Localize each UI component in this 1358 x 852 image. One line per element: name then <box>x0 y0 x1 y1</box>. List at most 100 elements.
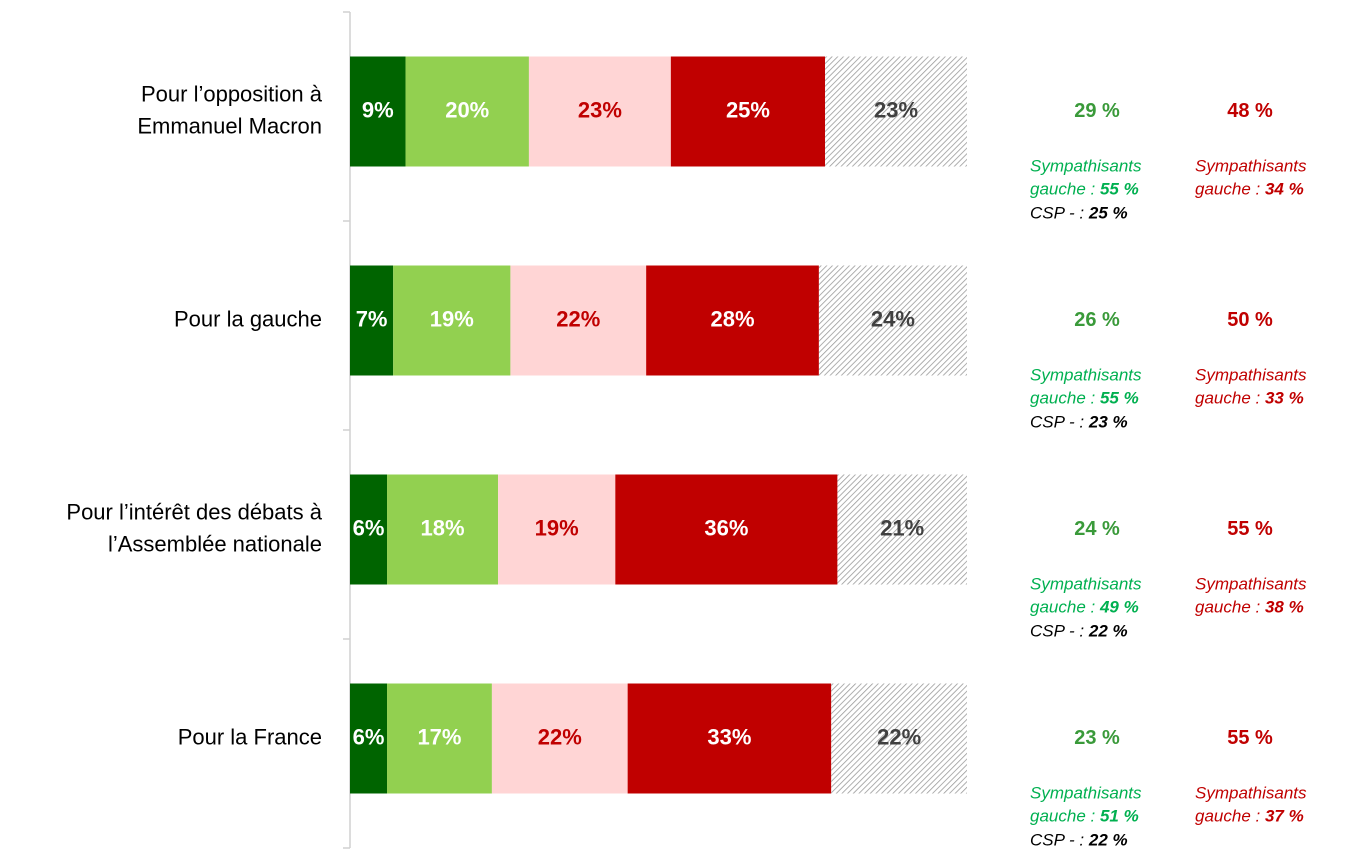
detail-label: gauche : <box>1195 807 1265 826</box>
bar-segment <box>405 56 529 167</box>
bar-segment <box>393 265 511 376</box>
detail-text: gauche : 37 % <box>1195 807 1304 826</box>
bar-segment <box>498 474 616 585</box>
value-label: 19% <box>535 515 579 540</box>
category-label: Pour l’intérêt des débats à <box>66 499 322 524</box>
positive-total: 29 % <box>1074 100 1120 122</box>
detail-value: 51 % <box>1100 807 1139 826</box>
csp-label: CSP - : <box>1030 622 1089 641</box>
detail-value: 37 % <box>1265 807 1304 826</box>
value-label: 36% <box>704 515 748 540</box>
detail-label: Sympathisants <box>1030 366 1142 385</box>
csp-label: CSP - : <box>1030 831 1089 850</box>
bar-segment <box>615 474 838 585</box>
detail-label: gauche : <box>1030 598 1100 617</box>
bar-segment <box>491 683 628 794</box>
value-label: 33% <box>707 724 751 749</box>
negative-total: 55 % <box>1227 518 1273 540</box>
bar-segment <box>387 683 492 794</box>
bar-segment <box>350 683 388 794</box>
bar-segment <box>646 265 819 376</box>
detail-text: gauche : 55 % <box>1030 180 1139 199</box>
detail-text: Sympathisants <box>1195 157 1307 176</box>
detail-text: Sympathisants <box>1195 575 1307 594</box>
category-label: Emmanuel Macron <box>137 113 322 138</box>
detail-value: 49 % <box>1099 598 1139 617</box>
detail-text: gauche : 33 % <box>1195 389 1304 408</box>
detail-text: Sympathisants <box>1195 784 1307 803</box>
csp-value: 23 % <box>1088 413 1128 432</box>
csp-label: CSP - : <box>1030 204 1089 223</box>
positive-total: 23 % <box>1074 727 1120 749</box>
csp-text: CSP - : 22 % <box>1030 622 1128 641</box>
csp-value: 22 % <box>1088 831 1128 850</box>
negative-total: 48 % <box>1227 100 1273 122</box>
value-label: 23% <box>874 97 918 122</box>
bar-segment <box>510 265 647 376</box>
value-label: 22% <box>556 306 600 331</box>
detail-value: 55 % <box>1100 389 1139 408</box>
detail-label: gauche : <box>1030 180 1100 199</box>
value-label: 6% <box>353 515 385 540</box>
value-label: 22% <box>538 724 582 749</box>
category-label: l’Assemblée nationale <box>108 531 322 556</box>
csp-value: 22 % <box>1088 622 1128 641</box>
detail-text: Sympathisants <box>1195 366 1307 385</box>
bar-segment <box>350 265 394 376</box>
detail-text: gauche : 51 % <box>1030 807 1139 826</box>
value-label: 23% <box>578 97 622 122</box>
detail-label: Sympathisants <box>1030 157 1142 176</box>
bar-segment <box>818 265 967 376</box>
category-label: Pour l’opposition à <box>141 81 323 106</box>
detail-text: Sympathisants <box>1030 784 1142 803</box>
positive-total: 24 % <box>1074 518 1120 540</box>
detail-text: gauche : 49 % <box>1030 598 1139 617</box>
detail-label: gauche : <box>1030 389 1100 408</box>
bar-segment <box>627 683 832 794</box>
bar-segment <box>831 683 967 794</box>
detail-label: Sympathisants <box>1030 784 1142 803</box>
detail-value: 55 % <box>1100 180 1139 199</box>
detail-label: gauche : <box>1195 598 1265 617</box>
positive-total: 26 % <box>1074 309 1120 331</box>
value-label: 9% <box>362 97 394 122</box>
csp-label: CSP - : <box>1030 413 1089 432</box>
negative-total: 55 % <box>1227 727 1273 749</box>
detail-label: Sympathisants <box>1195 157 1307 176</box>
bar-segment <box>837 474 967 585</box>
category-label: Pour la France <box>178 724 322 749</box>
value-label: 6% <box>353 724 385 749</box>
detail-text: Sympathisants <box>1030 575 1142 594</box>
value-label: 24% <box>871 306 915 331</box>
value-label: 19% <box>430 306 474 331</box>
detail-label: gauche : <box>1195 389 1265 408</box>
value-label: 25% <box>726 97 770 122</box>
value-label: 18% <box>421 515 465 540</box>
detail-text: Sympathisants <box>1030 366 1142 385</box>
value-label: 17% <box>417 724 461 749</box>
bar-segment <box>528 56 671 167</box>
detail-label: Sympathisants <box>1195 575 1307 594</box>
detail-value: 34 % <box>1265 180 1304 199</box>
value-label: 20% <box>445 97 489 122</box>
detail-label: Sympathisants <box>1195 784 1307 803</box>
csp-text: CSP - : 22 % <box>1030 831 1128 850</box>
detail-label: gauche : <box>1195 180 1265 199</box>
detail-text: gauche : 55 % <box>1030 389 1139 408</box>
detail-value: 33 % <box>1265 389 1304 408</box>
bar-segment <box>350 474 388 585</box>
bar-segment <box>350 56 406 167</box>
detail-label: Sympathisants <box>1030 575 1142 594</box>
value-label: 21% <box>880 515 924 540</box>
csp-value: 25 % <box>1088 204 1128 223</box>
detail-label: Sympathisants <box>1195 366 1307 385</box>
csp-text: CSP - : 23 % <box>1030 413 1128 432</box>
value-label: 7% <box>356 306 388 331</box>
csp-text: CSP - : 25 % <box>1030 204 1128 223</box>
detail-text: Sympathisants <box>1030 157 1142 176</box>
bar-segment <box>670 56 826 167</box>
detail-text: gauche : 34 % <box>1195 180 1304 199</box>
detail-text: gauche : 38 % <box>1195 598 1304 617</box>
value-label: 22% <box>877 724 921 749</box>
